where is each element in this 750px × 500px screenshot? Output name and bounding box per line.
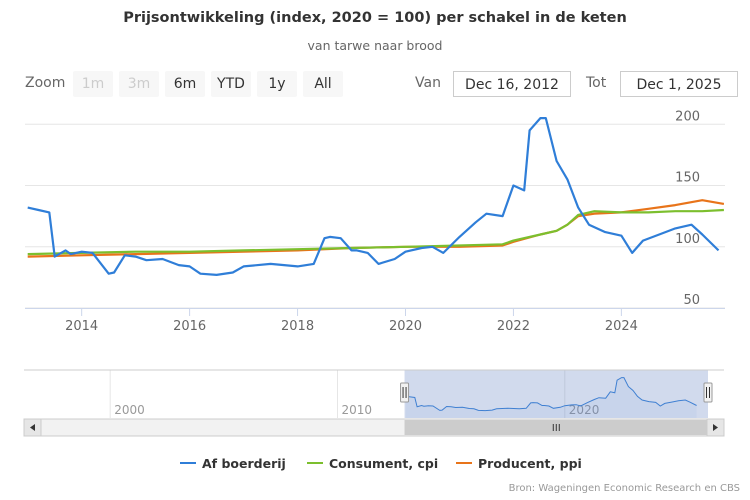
legend-item-consument[interactable]: Consument, cpi (307, 456, 438, 471)
legend-label-consument: Consument, cpi (329, 456, 439, 471)
arrow-left-icon (30, 424, 35, 431)
navigator-tick-label: 2000 (114, 403, 145, 417)
zoom-6m-button[interactable]: 6m (165, 71, 205, 97)
chart-title: Prijsontwikkeling (index, 2020 = 100) pe… (123, 10, 627, 26)
navigator-series-area (405, 377, 697, 418)
y-tick-label: 100 (675, 232, 700, 247)
navigator-background (24, 370, 724, 418)
navigator-series-line (405, 377, 697, 412)
legend-swatch-af-boerderij (180, 461, 196, 464)
x-tick-label: 2018 (281, 319, 314, 334)
series-line-2 (27, 199, 725, 258)
y-tick-label: 200 (675, 109, 700, 124)
series-line-1 (27, 208, 724, 256)
y-axis-labels: 50 100 150 200 (675, 109, 700, 308)
zoom-1m-button[interactable]: 1m (73, 71, 113, 97)
navigator-tick-label: 2010 (341, 403, 372, 417)
handle-grip (703, 382, 713, 403)
x-tick-label: 2020 (389, 319, 422, 334)
legend-label-producent: Producent, ppi (478, 456, 582, 471)
series-lines (27, 116, 725, 276)
x-axis: 2014 2016 2018 2020 2022 2024 (25, 308, 725, 334)
navigator-tick-label: 2020 (569, 403, 600, 417)
from-label: Van (415, 75, 441, 91)
legend-swatch-producent (456, 461, 472, 464)
to-label: Tot (586, 75, 607, 91)
x-tick-label: 2016 (173, 319, 206, 334)
zoom-label: Zoom (25, 75, 66, 91)
y-tick-label: 50 (683, 293, 700, 308)
y-tick-label: 150 (675, 171, 700, 186)
zoom-1y-button[interactable]: 1y (257, 71, 297, 97)
navigator[interactable]: 2000 2010 2020 (23, 369, 725, 437)
legend-item-producent[interactable]: Producent, ppi (456, 456, 582, 471)
series-line-0 (27, 116, 720, 276)
zoom-ytd-button[interactable]: YTD (211, 71, 251, 97)
zoom-3m-button[interactable]: 3m (119, 71, 159, 97)
handle-grip (400, 382, 410, 403)
arrow-right-icon (713, 424, 718, 431)
to-date-input[interactable]: Dec 1, 2025 (620, 71, 738, 97)
credits: Bron: Wageningen Economic Research en CB… (508, 483, 740, 494)
x-tick-label: 2024 (605, 319, 638, 334)
grid-lines (25, 123, 725, 309)
navigator-handle-right[interactable] (703, 382, 713, 403)
chart-subtitle: van tarwe naar brood (307, 38, 443, 53)
legend-swatch-consument (307, 461, 323, 464)
x-tick-label: 2022 (497, 319, 530, 334)
x-tick-label: 2014 (65, 319, 98, 334)
navigator-handle-left[interactable] (400, 382, 410, 403)
from-date-input[interactable]: Dec 16, 2012 (453, 71, 571, 97)
legend-label-af-boerderij: Af boerderij (202, 456, 286, 471)
legend-item-af-boerderij[interactable]: Af boerderij (180, 456, 286, 471)
zoom-all-button[interactable]: All (303, 71, 343, 97)
navigator-mask[interactable] (404, 370, 708, 418)
